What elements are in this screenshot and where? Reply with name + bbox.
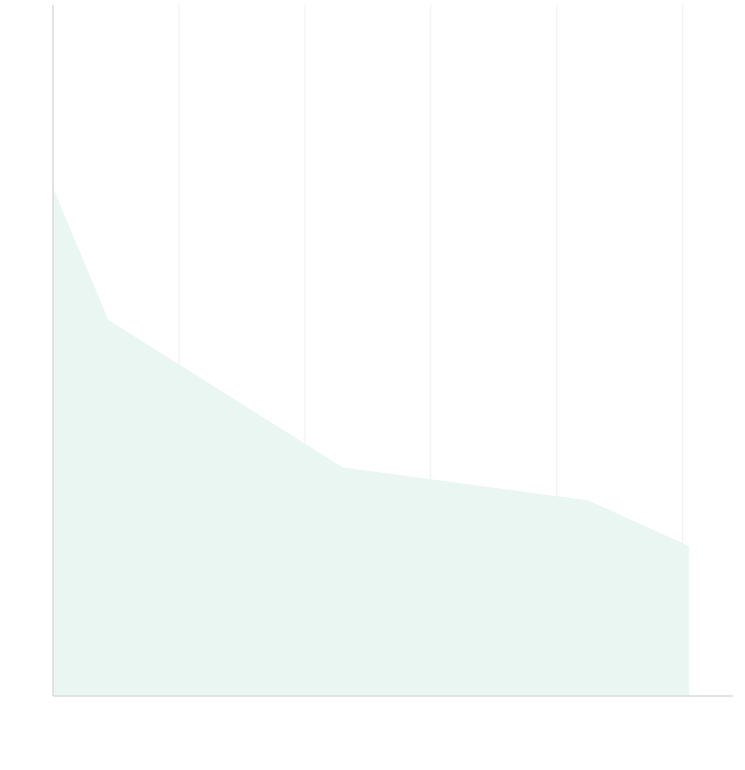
area-series (53, 187, 689, 697)
area-layer (53, 187, 689, 697)
axis-layer (52, 5, 733, 697)
